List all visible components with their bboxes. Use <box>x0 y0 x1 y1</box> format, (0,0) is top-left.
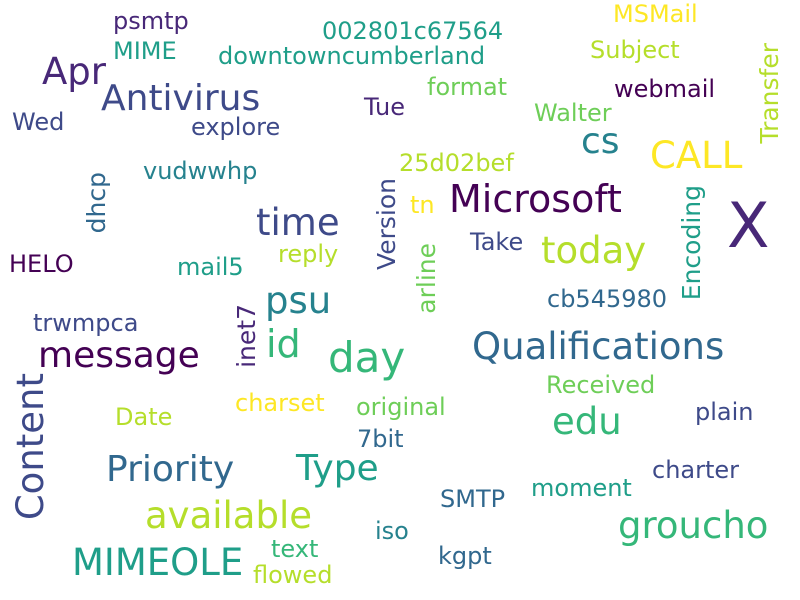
word-received: Received <box>546 371 656 399</box>
word-priority: Priority <box>106 449 235 490</box>
word-transfer: Transfer <box>755 43 784 144</box>
word-time: time <box>256 201 340 244</box>
word-id: id <box>266 322 301 366</box>
word-edu: edu <box>552 400 622 443</box>
word-wed: Wed <box>12 108 65 136</box>
word-downtowncumberland: downtowncumberland <box>218 42 486 70</box>
word-microsoft: Microsoft <box>449 177 622 221</box>
word-day: day <box>328 333 406 382</box>
word-hash-25d02bef: 25d02bef <box>399 149 514 177</box>
word-subject: Subject <box>590 36 680 64</box>
word-message: message <box>38 335 200 376</box>
word-mime: MIME <box>113 37 177 65</box>
word-msmail: MSMail <box>613 0 698 28</box>
word-cs: cs <box>581 121 620 162</box>
word-flowed: flowed <box>253 561 333 589</box>
word-smtp: SMTP <box>440 485 506 513</box>
word-mimeole: MIMEOLE <box>72 541 244 584</box>
word-charset: charset <box>235 389 325 417</box>
word-charter: charter <box>652 456 740 484</box>
word-content: Content <box>9 373 52 521</box>
word-hash-cb545980: cb545980 <box>547 285 668 313</box>
word-apr: Apr <box>42 50 107 93</box>
word-plain: plain <box>695 398 754 426</box>
word-groucho: groucho <box>618 504 769 547</box>
word-vudwwhp: vudwwhp <box>143 157 258 185</box>
word-moment: moment <box>531 474 632 502</box>
word-call: CALL <box>650 134 743 177</box>
word-helo: HELO <box>9 250 74 278</box>
word-webmail: webmail <box>614 75 716 103</box>
word-explore: explore <box>191 113 281 141</box>
word-today: today <box>541 229 647 272</box>
word-arline: arline <box>412 243 441 314</box>
word-take: Take <box>470 228 524 256</box>
word-x: X <box>727 189 770 262</box>
word-inet7: inet7 <box>232 304 261 368</box>
word-type: Type <box>296 448 379 489</box>
word-7bit: 7bit <box>357 425 404 453</box>
word-antivirus: Antivirus <box>101 78 261 119</box>
word-psu: psu <box>265 279 332 322</box>
word-tn: tn <box>410 191 435 219</box>
word-dhcp: dhcp <box>82 172 111 234</box>
word-available: available <box>145 494 313 537</box>
word-reply: reply <box>278 240 339 268</box>
word-date: Date <box>115 403 173 431</box>
word-original: original <box>356 393 446 421</box>
word-mail5: mail5 <box>177 253 244 281</box>
word-tue: Tue <box>364 93 405 121</box>
word-hash-002801c67564: 002801c67564 <box>322 17 504 45</box>
word-psmtp: psmtp <box>113 7 189 35</box>
word-qualifications: Qualifications <box>472 325 725 368</box>
word-version: Version <box>372 178 401 270</box>
word-text: text <box>271 535 319 563</box>
word-format: format <box>427 73 508 101</box>
word-walter: Walter <box>534 99 612 127</box>
word-kgpt: kgpt <box>438 542 492 570</box>
word-encoding: Encoding <box>677 185 706 301</box>
word-iso: iso <box>375 517 409 545</box>
word-trwmpca: trwmpca <box>33 309 139 337</box>
